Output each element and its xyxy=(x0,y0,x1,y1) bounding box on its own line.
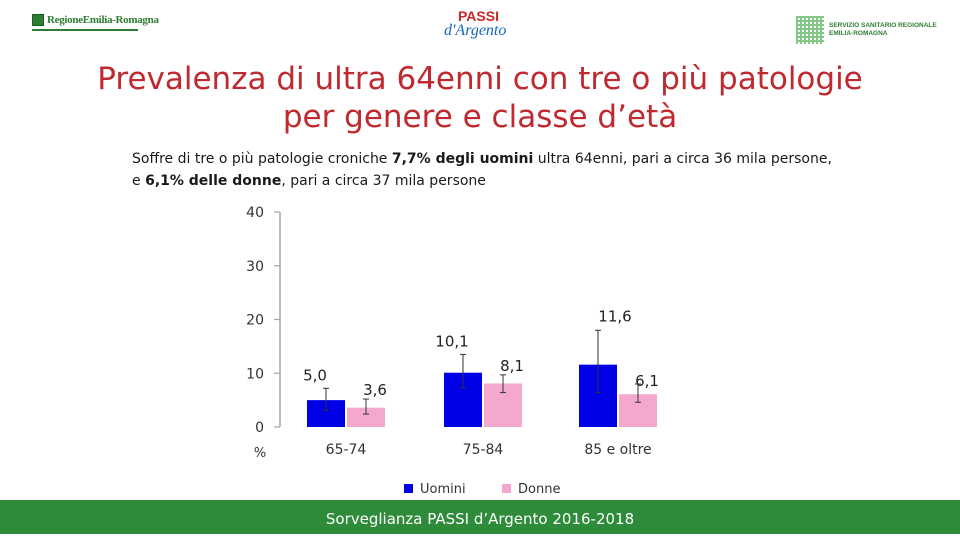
x-category-label: 85 e oltre xyxy=(584,442,651,458)
data-label: 10,1 xyxy=(435,332,468,350)
title-line1: Prevalenza di ultra 64enni con tre o più… xyxy=(97,61,863,97)
data-label: 3,6 xyxy=(363,381,387,399)
bar-chart: 0 10 20 30 40% 5,0 3,6 65-74 10,1 8,1 75-84 11,6 6,1… xyxy=(246,205,659,497)
y-tick-label: 10 xyxy=(246,366,264,382)
ssr-grid-icon xyxy=(796,16,824,44)
y-tick-label: 0 xyxy=(255,420,264,436)
ssr-logo: SERVIZIO SANITARIO REGIONALE EMILIA-ROMA… xyxy=(796,16,937,44)
legend-swatch-uomini xyxy=(404,484,413,493)
subtitle-women-highlight: 6,1% delle donne xyxy=(145,173,282,189)
x-category-label: 75-84 xyxy=(463,442,504,458)
ssr-logo-text: SERVIZIO SANITARIO REGIONALE EMILIA-ROMA… xyxy=(829,22,937,38)
footer-bar: Sorveglianza PASSI d’Argento 2016-2018 xyxy=(0,500,960,534)
y-tick-label: 20 xyxy=(246,313,264,329)
subtitle-part3: e xyxy=(132,173,146,189)
regione-flag-icon xyxy=(32,14,44,26)
legend-label-uomini: Uomini xyxy=(420,482,466,497)
bar-donne xyxy=(347,407,385,427)
page-title: Prevalenza di ultra 64enni con tre o più… xyxy=(0,60,960,136)
data-label: 6,1 xyxy=(635,372,659,390)
regione-logo-underline xyxy=(32,29,138,31)
regione-logo: RegioneEmilia-Romagna xyxy=(32,14,159,31)
subtitle-part4: , pari a circa 37 mila persone xyxy=(281,173,486,189)
ssr-logo-line1: SERVIZIO SANITARIO REGIONALE xyxy=(829,22,937,29)
subtitle-men-highlight: 7,7% degli uomini xyxy=(391,151,534,167)
legend-swatch-donne xyxy=(502,484,511,493)
ssr-logo-line2: EMILIA-ROMAGNA xyxy=(829,30,888,37)
y-tick-label: 30 xyxy=(246,259,264,275)
data-label: 8,1 xyxy=(500,357,524,375)
passi-logo-line2: d'Argento xyxy=(444,22,507,39)
regione-logo-text: RegioneEmilia-Romagna xyxy=(47,14,159,26)
data-label: 5,0 xyxy=(303,366,327,384)
x-category-label: 65-74 xyxy=(326,442,367,458)
subtitle-text: Soffre di tre o più patologie croniche 7… xyxy=(132,148,892,192)
title-line2: per genere e classe d’età xyxy=(282,99,678,135)
passi-logo-line1: PASSI xyxy=(458,8,499,24)
passi-argento-logo: PASSI d'Argento xyxy=(440,8,520,48)
y-tick-label: 40 xyxy=(246,205,264,221)
data-label: 11,6 xyxy=(598,307,631,325)
subtitle-part2: ultra 64enni, pari a circa 36 mila perso… xyxy=(533,151,832,167)
legend-label-donne: Donne xyxy=(518,482,560,497)
subtitle-part1: Soffre di tre o più patologie croniche xyxy=(132,151,392,167)
y-unit-label: % xyxy=(254,446,266,461)
